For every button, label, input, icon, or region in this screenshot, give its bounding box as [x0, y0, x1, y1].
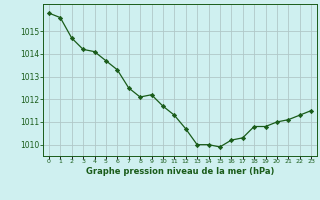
X-axis label: Graphe pression niveau de la mer (hPa): Graphe pression niveau de la mer (hPa) [86, 167, 274, 176]
